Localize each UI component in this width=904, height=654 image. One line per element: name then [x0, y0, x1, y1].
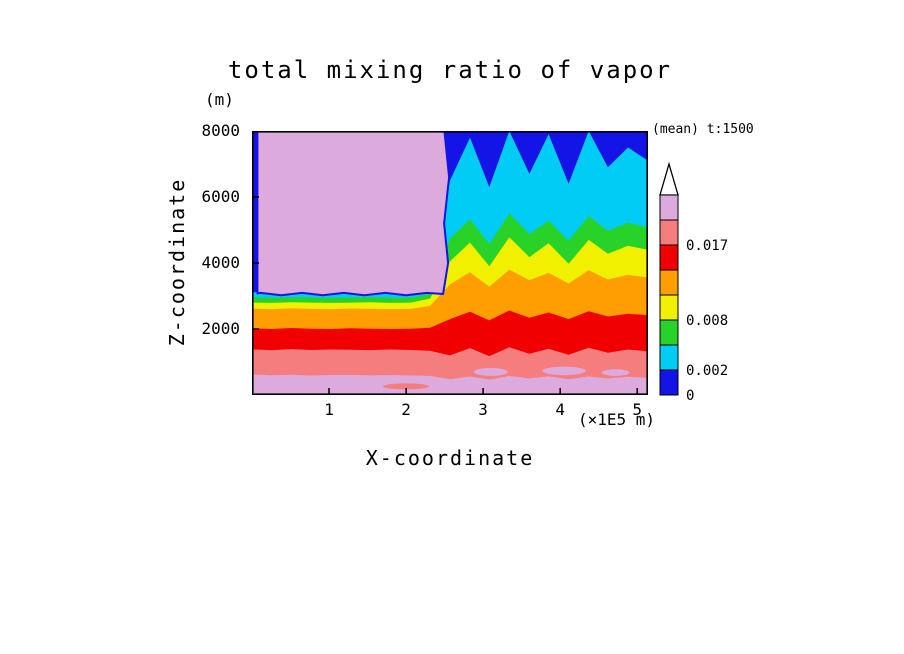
- contour-blob: [473, 367, 508, 376]
- x-tick-label: 4: [555, 400, 565, 419]
- colorbar-segment: [659, 369, 679, 396]
- y-axis-unit: (m): [205, 90, 234, 109]
- x-tick-label: 1: [324, 400, 334, 419]
- colorbar-segment: [659, 219, 679, 246]
- contour-band-plum: [252, 374, 648, 395]
- colorbar-label: 0.002: [686, 363, 728, 379]
- x-tick-label: 2: [401, 400, 411, 419]
- x-axis-label: X-coordinate: [365, 446, 535, 470]
- time-annotation: (mean) t:1500: [652, 122, 754, 137]
- colorbar-segment: [659, 344, 679, 371]
- colorbar-segment: [659, 319, 679, 346]
- contour-blob: [601, 369, 630, 376]
- contour-blob: [383, 383, 430, 390]
- colorbar-segment: [659, 294, 679, 321]
- x-tick-label: 3: [478, 400, 488, 419]
- x-tick-label: 5: [632, 400, 643, 419]
- colorbar-arrow-icon: [659, 161, 679, 196]
- plot-frame: [252, 131, 648, 395]
- colorbar-segment: [659, 244, 679, 271]
- chart-title: total mixing ratio of vapor: [227, 56, 673, 84]
- cloud-region: [256, 131, 451, 297]
- colorbar: 0.017 0.008 0.002 0: [659, 161, 728, 404]
- y-tick-label: 6000: [201, 187, 240, 206]
- x-axis-unit: (×1E5 m): [577, 410, 655, 429]
- y-tick-label: 2000: [201, 319, 240, 338]
- y-tick-label: 8000: [201, 121, 240, 140]
- contour-plot: [252, 131, 648, 395]
- colorbar-label: 0: [686, 388, 694, 404]
- colorbar-label: 0.008: [686, 313, 728, 329]
- y-tick-label: 4000: [201, 253, 240, 272]
- contour-blob: [542, 366, 586, 376]
- colorbar-label: 0.017: [686, 238, 728, 254]
- colorbar-segment: [659, 194, 679, 221]
- colorbar-segment: [659, 269, 679, 296]
